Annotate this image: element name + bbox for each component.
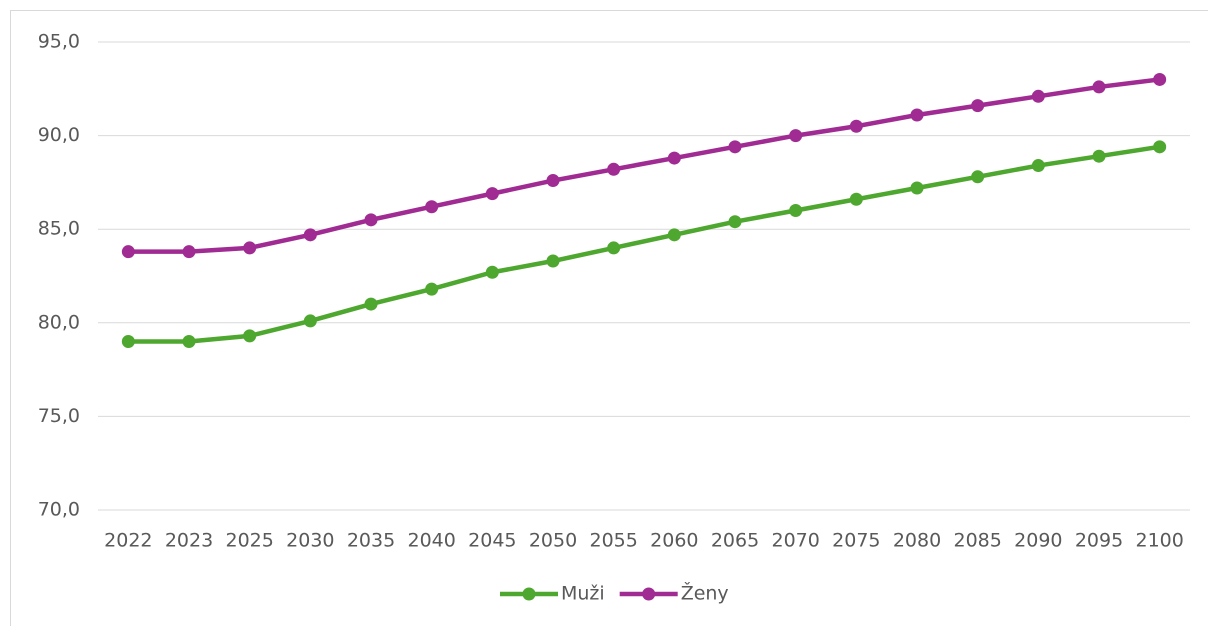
point-marker: [546, 174, 560, 188]
x-tick-label: 2090: [1014, 530, 1062, 552]
point-marker: [607, 241, 621, 255]
point-marker: [849, 119, 863, 133]
y-tick-label: 75,0: [38, 405, 80, 427]
point-marker: [1092, 149, 1106, 163]
series-line: [128, 77, 1160, 254]
point-marker: [243, 241, 257, 255]
point-marker: [971, 170, 985, 184]
x-tick-label: 2025: [225, 530, 273, 552]
x-tick-label: 2060: [650, 530, 698, 552]
legend-marker: [642, 587, 656, 601]
point-marker: [303, 228, 317, 242]
point-marker: [546, 254, 560, 268]
x-tick-label: 2023: [165, 530, 213, 552]
y-tick-label: 80,0: [38, 311, 80, 333]
legend-label: Muži: [561, 583, 605, 605]
x-tick-label: 2022: [104, 530, 152, 552]
x-tick-label: 2055: [589, 530, 637, 552]
point-marker: [607, 162, 621, 176]
x-tick-label: 2100: [1135, 530, 1183, 552]
x-tick-label: 2030: [286, 530, 334, 552]
series-line: [128, 144, 1161, 344]
point-marker: [971, 99, 985, 113]
point-marker: [910, 108, 924, 122]
x-tick-label: 2050: [529, 530, 577, 552]
x-tick-label: 2095: [1075, 530, 1123, 552]
point-marker: [121, 335, 135, 349]
x-tick-label: 2080: [893, 530, 941, 552]
x-tick-label: 2045: [468, 530, 516, 552]
point-marker: [1153, 72, 1167, 86]
point-marker: [789, 203, 803, 217]
point-marker: [425, 200, 439, 214]
chart-frame: [10, 10, 1208, 626]
point-marker: [1153, 140, 1167, 154]
point-marker: [1031, 159, 1045, 173]
x-tick-label: 2065: [711, 530, 759, 552]
point-marker: [364, 297, 378, 311]
y-tick-label: 90,0: [38, 124, 80, 146]
point-marker: [1092, 80, 1106, 94]
point-marker: [728, 140, 742, 154]
x-tick-label: 2085: [953, 530, 1001, 552]
point-marker: [667, 228, 681, 242]
point-marker: [485, 265, 499, 279]
point-marker: [425, 282, 439, 296]
point-marker: [243, 329, 257, 343]
y-tick-label: 95,0: [38, 31, 80, 53]
point-marker: [182, 335, 196, 349]
point-marker: [667, 151, 681, 165]
point-marker: [485, 187, 499, 201]
x-tick-label: 2040: [407, 530, 455, 552]
y-tick-label: 70,0: [38, 499, 80, 521]
point-marker: [364, 213, 378, 227]
legend-marker: [522, 587, 536, 601]
point-marker: [849, 192, 863, 206]
point-marker: [121, 245, 135, 259]
y-tick-label: 85,0: [38, 218, 80, 240]
x-tick-label: 2035: [347, 530, 395, 552]
point-marker: [789, 129, 803, 143]
x-tick-label: 2075: [832, 530, 880, 552]
point-marker: [728, 215, 742, 229]
legend-label: Ženy: [681, 582, 729, 605]
point-marker: [303, 314, 317, 328]
point-marker: [1031, 89, 1045, 103]
point-marker: [910, 181, 924, 195]
point-marker: [182, 245, 196, 259]
x-tick-label: 2070: [771, 530, 819, 552]
